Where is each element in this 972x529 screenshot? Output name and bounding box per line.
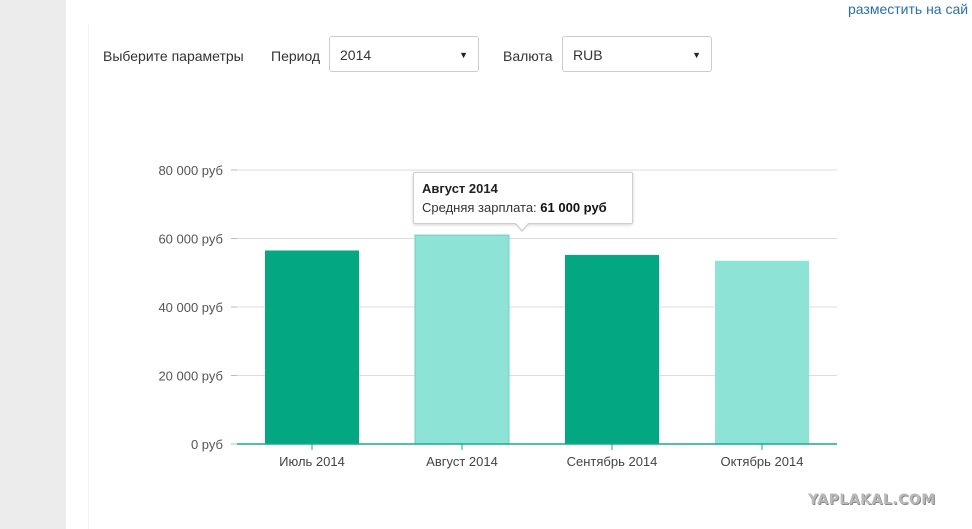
- chevron-down-icon: ▼: [692, 50, 701, 60]
- currency-value: RUB: [573, 47, 603, 63]
- bar: [414, 234, 510, 445]
- watermark: YAPLAKAL.COM: [808, 492, 936, 508]
- tooltip-title: Август 2014: [422, 181, 498, 196]
- x-tick-label: Август 2014: [426, 454, 498, 469]
- bar: [715, 260, 809, 444]
- chevron-down-icon: ▼: [459, 50, 468, 60]
- embed-link[interactable]: разместить на сай: [848, 1, 969, 17]
- bars: [265, 234, 809, 445]
- tooltip-pointer-fill: [515, 222, 529, 230]
- bar-tooltip: Август 2014 Средняя зарплата: 61 000 руб: [413, 172, 633, 232]
- tooltip-value: 61 000 руб: [540, 200, 607, 215]
- y-tick-label: 80 000 руб: [158, 163, 223, 178]
- x-tick-label: Сентябрь 2014: [567, 454, 658, 469]
- bar: [265, 250, 359, 444]
- bar: [565, 254, 659, 444]
- y-tick-label: 60 000 руб: [158, 232, 223, 247]
- left-gutter: [0, 0, 66, 529]
- currency-select[interactable]: RUB ▼: [562, 36, 712, 72]
- period-select[interactable]: 2014 ▼: [329, 36, 479, 72]
- tooltip-line: Средняя зарплата: 61 000 руб: [422, 200, 607, 216]
- currency-label: Валюта: [503, 48, 553, 64]
- axes: 0 руб 20 000 руб 40 000 руб 60 000 руб 80 00…: [158, 163, 837, 469]
- x-tick-label: Октябрь 2014: [721, 454, 804, 469]
- tooltip-label: Средняя зарплата:: [422, 200, 537, 215]
- y-tick-label: 0 руб: [191, 437, 223, 452]
- x-tick-label: Июль 2014: [279, 454, 345, 469]
- y-tick-label: 20 000 руб: [158, 369, 223, 384]
- parameters-bar: Выберите параметры Период 2014 ▼ Валюта …: [0, 36, 972, 74]
- y-tick-label: 40 000 руб: [158, 300, 223, 315]
- period-value: 2014: [340, 47, 372, 63]
- period-label: Период: [271, 48, 321, 64]
- panel-border: [88, 25, 89, 529]
- parameters-label: Выберите параметры: [103, 48, 244, 64]
